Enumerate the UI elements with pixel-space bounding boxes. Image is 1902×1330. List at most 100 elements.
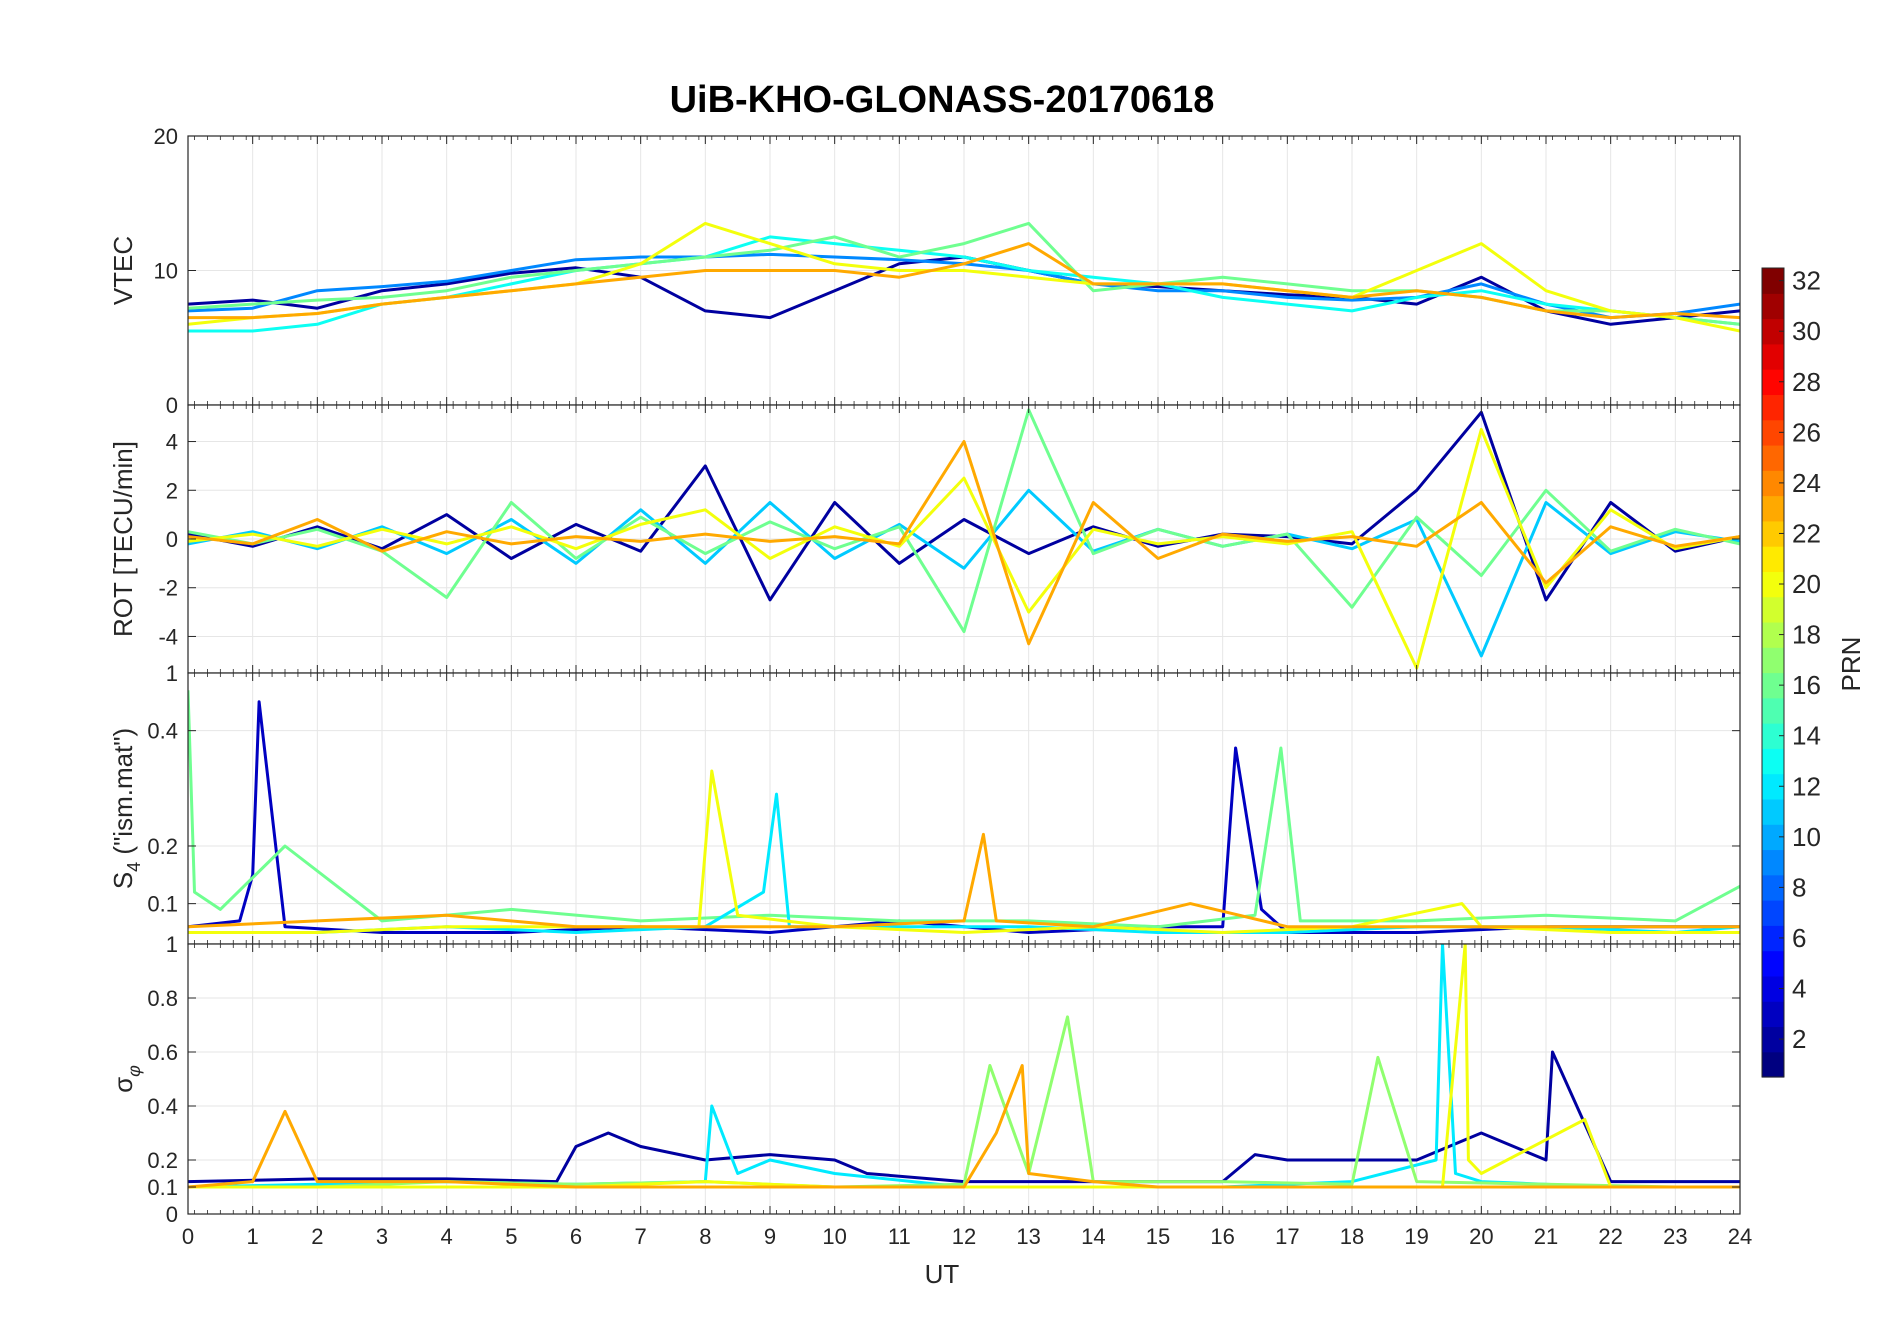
x-tick-label: 1	[247, 1224, 259, 1249]
colorbar-segment	[1762, 394, 1784, 421]
colorbar-segment	[1762, 748, 1784, 775]
colorbar-segment	[1762, 697, 1784, 724]
colorbar-segment	[1762, 647, 1784, 674]
series-line-prn-20	[188, 769, 1740, 934]
x-axis-label: UT	[925, 1259, 960, 1289]
x-tick-label: 20	[1469, 1224, 1493, 1249]
colorbar-segment	[1762, 444, 1784, 471]
x-tick-label: 13	[1016, 1224, 1040, 1249]
y-tick-label: 0.1	[147, 892, 178, 917]
colorbar-segment	[1762, 1051, 1784, 1078]
y-tick-label: 10	[154, 259, 178, 284]
colorbar-tick-label: 2	[1792, 1024, 1806, 1054]
colorbar-segment	[1762, 773, 1784, 800]
series-group	[188, 944, 1740, 1189]
y-tick-label: 0.1	[147, 1175, 178, 1200]
colorbar-tick-label: 6	[1792, 923, 1806, 953]
panel-s4: 0.1 0.2 0.4 1 S4 ("ism.mat")	[108, 661, 1741, 945]
y-tick-label: 0.8	[147, 986, 178, 1011]
x-tick-label: 6	[570, 1224, 582, 1249]
y-tick-label: 0.2	[147, 834, 178, 859]
colorbar-segment	[1762, 470, 1784, 497]
y-axis-label-subscript: 4	[124, 862, 144, 872]
colorbar-label: PRN	[1836, 637, 1866, 692]
panel-vtec: 10 20 VTEC	[108, 124, 1741, 406]
series-line-prn-23	[188, 440, 1740, 646]
colorbar-tick-label: 14	[1792, 721, 1821, 751]
colorbar-segment	[1762, 520, 1784, 547]
y-axis-label-base: S	[108, 872, 138, 889]
x-tick-label: 10	[822, 1224, 846, 1249]
series-line-prn-20	[188, 427, 1740, 670]
colorbar-tick-label: 20	[1792, 569, 1821, 599]
x-tick-label: 12	[952, 1224, 976, 1249]
y-tick-label: 2	[166, 478, 178, 503]
series-line-prn-11	[188, 488, 1740, 658]
colorbar-segment	[1762, 849, 1784, 876]
y-tick-label: -2	[158, 576, 178, 601]
colorbar-segment	[1762, 1026, 1784, 1053]
y-tick-label: 0.2	[147, 1148, 178, 1173]
x-tick-label: 2	[311, 1224, 323, 1249]
series-group	[188, 221, 1740, 333]
y-tick-label: 4	[166, 430, 178, 455]
x-tick-label: 14	[1081, 1224, 1105, 1249]
series-line-prn-17	[188, 1015, 1740, 1189]
colorbar-tick-label: 30	[1792, 316, 1821, 346]
colorbar-tick-label: 32	[1792, 266, 1821, 296]
y-axis-label-base: σ	[108, 1077, 138, 1093]
y-axis-label-rest: ("ism.mat")	[108, 728, 138, 862]
x-tick-label: 7	[635, 1224, 647, 1249]
colorbar-segment	[1762, 900, 1784, 926]
colorbar-segment	[1762, 546, 1784, 572]
colorbar-frame	[1761, 267, 1785, 1078]
colorbar-segment	[1762, 571, 1784, 598]
panel-rot: -4 -2 0 2 4 0 ROT [TECU/min]	[108, 393, 1741, 674]
x-tick-label: 22	[1598, 1224, 1622, 1249]
x-tick-label: 15	[1146, 1224, 1170, 1249]
colorbar-segment	[1762, 950, 1784, 977]
y-axis-label: VTEC	[108, 236, 138, 305]
x-tick-label: 18	[1340, 1224, 1364, 1249]
series-line-prn-16	[188, 408, 1740, 634]
chart-title: UiB-KHO-GLONASS-20170618	[670, 79, 1215, 121]
colorbar-tick-label: 16	[1792, 670, 1821, 700]
series-line-prn-23	[188, 1064, 1740, 1189]
colorbar-segment	[1762, 621, 1784, 648]
y-tick-label: 0.4	[147, 719, 178, 744]
colorbar-segment	[1762, 495, 1784, 522]
y-axis-label: S4 ("ism.mat")	[108, 728, 144, 889]
x-tick-label: 21	[1534, 1224, 1558, 1249]
x-tick-label: 17	[1275, 1224, 1299, 1249]
colorbar-segment	[1762, 343, 1784, 370]
colorbar-segment	[1762, 672, 1784, 699]
y-axis-label-subscript: φ	[124, 1065, 144, 1077]
y-tick-label: 0	[166, 393, 178, 418]
colorbar-segment	[1762, 975, 1784, 1002]
y-axis-label: σφ	[108, 1065, 144, 1093]
x-tick-label: 11	[888, 1224, 911, 1249]
y-tick-label: 0	[166, 527, 178, 552]
x-tick-label: 24	[1728, 1224, 1752, 1249]
y-tick-label: 1	[166, 932, 178, 957]
x-tick-label: 8	[699, 1224, 711, 1249]
colorbar-segment	[1762, 925, 1784, 952]
colorbar-tick-label: 28	[1792, 367, 1821, 397]
y-tick-label: 0.6	[147, 1040, 178, 1065]
colorbar-tick-label: 24	[1792, 468, 1821, 498]
y-tick-label: 0	[166, 1202, 178, 1227]
colorbar-segment	[1762, 798, 1784, 825]
y-tick-label: 0.4	[147, 1094, 178, 1119]
x-tick-label: 0	[182, 1224, 194, 1249]
y-axis-label: ROT [TECU/min]	[108, 441, 138, 637]
series-line-prn-23	[188, 242, 1740, 320]
x-tick-label: 3	[376, 1224, 388, 1249]
x-tick-label: 9	[764, 1224, 776, 1249]
colorbar-segment	[1762, 1001, 1784, 1028]
colorbar-tick-label: 10	[1792, 822, 1821, 852]
colorbar-tick-label: 18	[1792, 620, 1821, 650]
colorbar-segment	[1762, 369, 1784, 396]
